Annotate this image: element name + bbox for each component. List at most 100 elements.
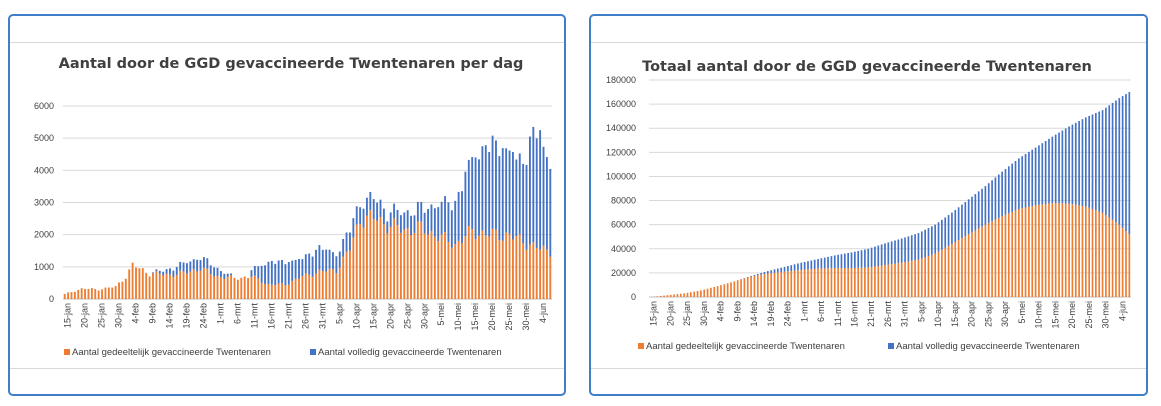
bar-full	[301, 259, 304, 277]
bar-partial	[230, 275, 233, 299]
bar-full	[433, 208, 436, 237]
bar-full	[797, 263, 799, 271]
y-gridlines	[63, 105, 552, 300]
bar-partial	[87, 288, 90, 299]
bar-partial	[345, 251, 348, 299]
bar-partial	[720, 285, 722, 297]
bar-full	[887, 242, 890, 265]
x-tick-label: 15-mei	[470, 303, 480, 331]
x-tick-label: 20-apr	[967, 301, 977, 327]
bar-full	[223, 273, 226, 279]
bar-full	[910, 235, 913, 261]
bar-partial	[864, 267, 866, 297]
bar-partial	[206, 268, 209, 299]
bar-partial	[498, 240, 501, 299]
bar-full	[532, 126, 535, 243]
bar-full	[854, 251, 856, 268]
bar-partial	[84, 289, 87, 299]
bar-full	[219, 271, 222, 278]
bar-partial	[1125, 231, 1127, 297]
bar-partial	[690, 292, 692, 297]
bar-partial	[219, 277, 222, 299]
bar-full	[1095, 113, 1097, 211]
y-tick-label: 0	[49, 294, 54, 304]
x-tick-label: 10-mei	[453, 303, 463, 331]
bar-full	[1105, 107, 1107, 216]
bar-partial	[931, 254, 933, 297]
x-tick-label: 16-mrt	[266, 303, 276, 330]
x-tick-label: 26-mrt	[300, 303, 310, 330]
bar-partial	[951, 243, 953, 297]
bar-partial	[349, 250, 351, 299]
bar-full	[491, 135, 494, 229]
bar-partial	[766, 273, 769, 297]
bar-partial	[957, 240, 960, 297]
bar-partial	[971, 232, 973, 297]
bar-full	[413, 215, 416, 233]
bar-partial	[233, 277, 236, 299]
bar-full	[1018, 158, 1020, 209]
x-tick-label: 5-mei	[436, 303, 446, 326]
bar-full	[1091, 114, 1094, 209]
bar-partial	[264, 283, 266, 299]
bar-full	[850, 252, 853, 269]
bar-partial	[1098, 211, 1101, 297]
bar-partial	[1024, 207, 1027, 297]
bar-full	[1054, 134, 1057, 204]
bar-partial	[927, 256, 930, 297]
bar-full	[967, 199, 970, 235]
bar-partial	[726, 283, 729, 297]
bar-partial	[1031, 206, 1034, 297]
bar-partial	[1034, 205, 1037, 297]
bar-full	[823, 257, 826, 269]
bar-full	[984, 186, 987, 225]
bar-partial	[393, 218, 396, 299]
bar-full	[874, 246, 876, 267]
bar-full	[817, 259, 819, 269]
bar-full	[1111, 102, 1114, 220]
bar-full	[753, 274, 756, 276]
bar-partial	[833, 268, 836, 297]
bar-partial	[857, 267, 860, 297]
x-tick-label: 4-feb	[131, 303, 141, 324]
bar-full	[389, 212, 392, 227]
bar-full	[964, 202, 967, 237]
y-tick-label: 160000	[606, 99, 636, 109]
bar-full	[274, 263, 277, 286]
bar-partial	[1118, 224, 1121, 297]
bar-full	[934, 224, 937, 254]
bar-partial	[549, 256, 552, 299]
bar-partial	[1004, 214, 1007, 297]
bar-partial	[800, 269, 803, 297]
bar-partial	[352, 237, 355, 299]
x-tick-label: 4-feb	[716, 301, 726, 322]
bar-full	[382, 208, 385, 225]
bar-partial	[376, 220, 379, 299]
bar-partial	[947, 245, 950, 297]
bar-full	[298, 258, 300, 279]
bar-full	[1007, 166, 1010, 214]
bar-full	[512, 151, 514, 240]
bar-full	[467, 159, 470, 226]
bar-partial	[987, 222, 990, 297]
bar-full	[1048, 138, 1050, 204]
bar-partial	[267, 283, 270, 299]
bar-full	[760, 273, 762, 275]
y-tick-label: 3000	[34, 198, 54, 208]
bar-partial	[997, 217, 1000, 297]
bar-partial	[941, 249, 943, 297]
bar-partial	[311, 276, 314, 299]
bar-partial	[693, 291, 696, 297]
bar-partial	[1128, 234, 1131, 297]
bar-full	[917, 233, 920, 260]
bar-partial	[884, 265, 886, 297]
bar-partial	[287, 284, 290, 299]
bar-partial	[478, 235, 480, 299]
chart-title: Totaal aantal door de GGD gevaccineerde …	[642, 59, 1092, 75]
bar-full	[284, 264, 287, 286]
bar-full	[1011, 163, 1014, 212]
x-tick-label: 21-mrt	[283, 303, 293, 330]
bars	[653, 92, 1131, 297]
bar-full	[1038, 145, 1040, 205]
bar-full	[335, 256, 338, 274]
